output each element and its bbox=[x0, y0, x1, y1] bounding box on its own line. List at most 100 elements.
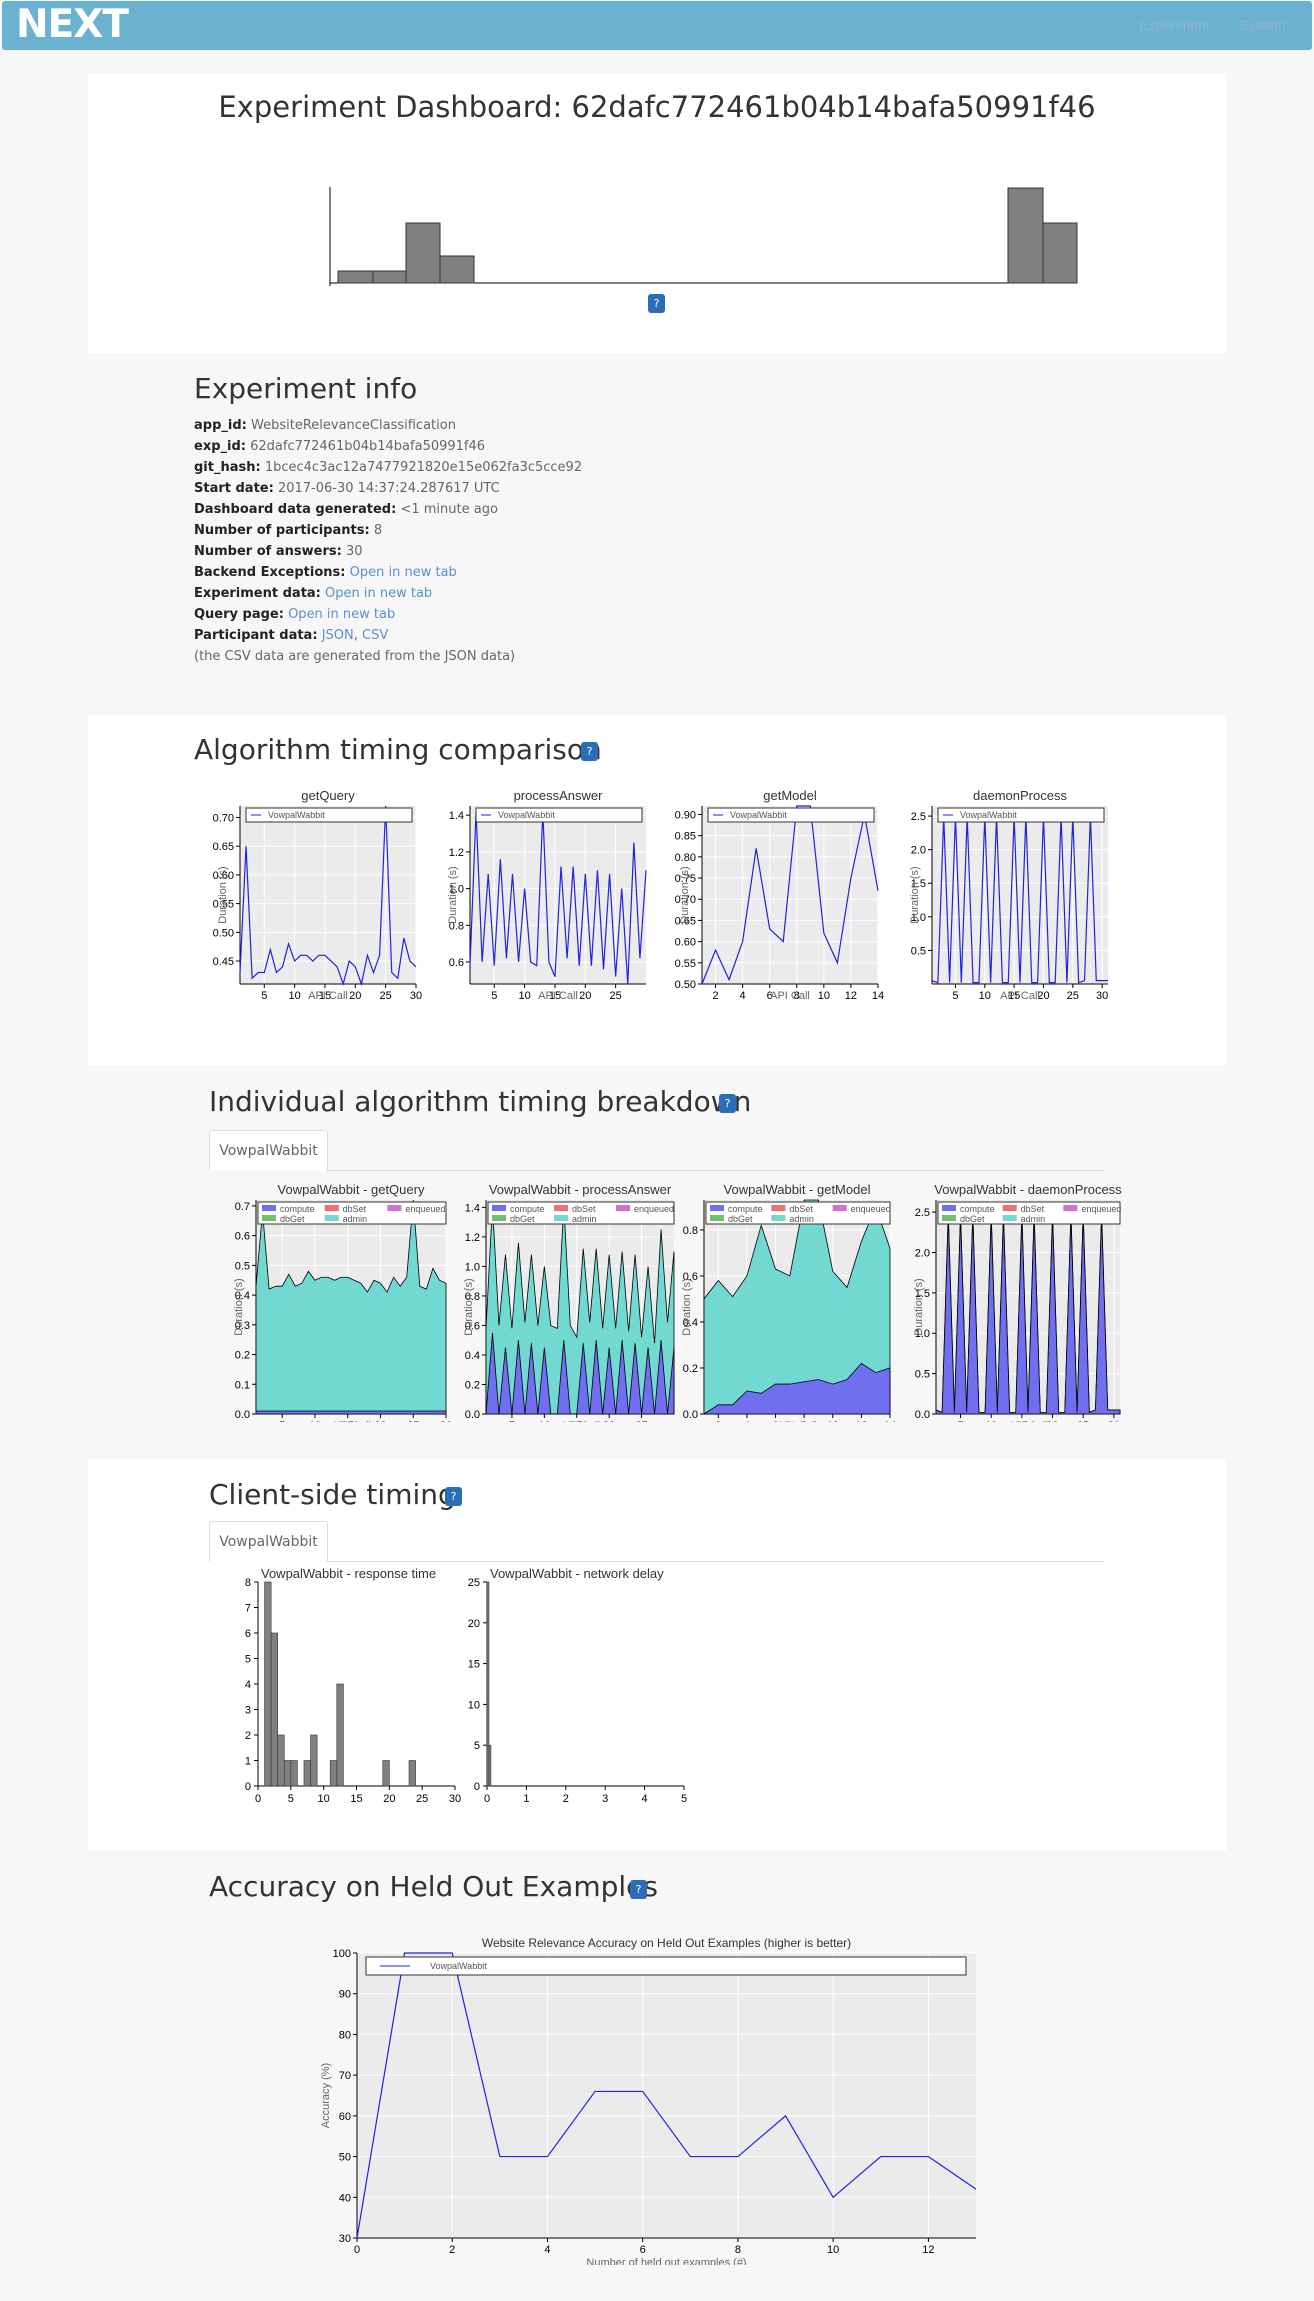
x-tick-label: 20 bbox=[383, 1793, 395, 1805]
x-tick-label: 2 bbox=[563, 1793, 569, 1805]
x-tick-label: 25 bbox=[610, 990, 622, 1002]
x-axis-label: API Call bbox=[308, 990, 348, 1002]
y-tick-label: 0.5 bbox=[235, 1260, 250, 1272]
histogram-bar bbox=[336, 1683, 344, 1787]
x-tick-label: 5 bbox=[288, 1793, 294, 1805]
plot-background bbox=[932, 806, 1108, 984]
info-participant-data: Participant data: JSON, CSV bbox=[194, 628, 389, 643]
x-tick-label: 25 bbox=[1067, 990, 1079, 1002]
y-tick-label: 0.2 bbox=[465, 1379, 480, 1391]
histogram-bar bbox=[486, 1581, 490, 1787]
histogram-bar bbox=[290, 1760, 298, 1787]
x-tick-label: 6 bbox=[772, 1420, 778, 1422]
x-axis-label: API Call bbox=[777, 1420, 817, 1422]
legend-label: enqueued bbox=[634, 1204, 674, 1214]
chart-responseTime: 0 5 10 15 20 25 30 0 1 2 3 4 5 6 7 8 VowpalWabbit - resp… bbox=[245, 1566, 461, 1805]
y-tick-label: 2.5 bbox=[915, 1207, 930, 1219]
query-page-link[interactable]: Open in new tab bbox=[288, 607, 396, 622]
y-tick-label: 0.5 bbox=[911, 945, 926, 957]
y-tick-label: 20 bbox=[468, 1618, 480, 1630]
x-tick-label: 12 bbox=[922, 2244, 934, 2256]
histogram-bar bbox=[488, 1744, 492, 1787]
y-tick-label: 0.2 bbox=[683, 1363, 698, 1375]
legend-label: enqueued bbox=[851, 1204, 891, 1214]
nav-system-link[interactable]: System bbox=[1239, 17, 1286, 33]
participant-csv-link[interactable]: CSV bbox=[362, 628, 389, 643]
breakdown-help-button[interactable]: ? bbox=[719, 1094, 736, 1113]
legend bbox=[937, 807, 1105, 823]
x-tick-label: 25 bbox=[380, 990, 392, 1002]
legend bbox=[365, 1956, 967, 1976]
series-line-vowpalwabbit bbox=[701, 805, 879, 985]
x-tick-label: 12 bbox=[855, 1420, 867, 1422]
legend-swatch bbox=[492, 1205, 506, 1211]
x-tick-label: 25 bbox=[416, 1793, 428, 1805]
legend-label: VowpalWabbit bbox=[430, 1961, 487, 1971]
y-tick-label: 0.6 bbox=[449, 957, 464, 969]
x-tick-label: 15 bbox=[319, 990, 331, 1002]
brand-logo[interactable]: NEXT bbox=[16, 2, 129, 47]
x-tick-label: 4 bbox=[642, 1793, 648, 1805]
legend-swatch bbox=[942, 1205, 956, 1211]
legend-swatch bbox=[1002, 1205, 1017, 1211]
y-tick-label: 2.5 bbox=[911, 811, 926, 823]
x-tick-label: 6 bbox=[767, 990, 773, 1002]
algorithm-timing-help-button[interactable]: ? bbox=[581, 742, 598, 761]
experiment-data-link[interactable]: Open in new tab bbox=[325, 586, 433, 601]
x-axis-label: API Call bbox=[1008, 1420, 1048, 1422]
y-tick-label: 1.5 bbox=[915, 1288, 930, 1300]
dashboard-header-panel: Experiment Dashboard: 62dafc772461b04b14… bbox=[88, 73, 1226, 353]
client-timing-help-button[interactable]: ? bbox=[445, 1487, 462, 1506]
tab-breakdown-vowpalwabbit[interactable]: VowpalWabbit bbox=[209, 1130, 328, 1171]
y-tick-label: 1.0 bbox=[465, 1261, 480, 1273]
legend-label: VowpalWabbit bbox=[498, 810, 555, 820]
plot-background bbox=[470, 806, 646, 984]
legend-swatch bbox=[771, 1215, 786, 1221]
y-tick-label: 2.0 bbox=[911, 845, 926, 857]
x-tick-label: 25 bbox=[635, 1420, 647, 1422]
y-tick-label: 1.0 bbox=[915, 1328, 930, 1340]
y-tick-label: 50 bbox=[339, 2152, 351, 2164]
x-tick-label: 10 bbox=[818, 990, 830, 1002]
x-axis-label: API Call bbox=[331, 1420, 371, 1422]
y-tick-label: 1.5 bbox=[911, 878, 926, 890]
legend-label: VowpalWabbit bbox=[730, 810, 787, 820]
summary-histogram bbox=[329, 187, 1078, 286]
plot-background bbox=[357, 1953, 976, 2238]
exceptions-link[interactable]: Open in new tab bbox=[349, 565, 457, 580]
legend-label: dbGet bbox=[280, 1214, 305, 1224]
x-axis-label: API Call bbox=[770, 990, 810, 1002]
x-tick-label: 10 bbox=[979, 990, 991, 1002]
legend-swatch bbox=[942, 1215, 956, 1221]
legend-label: dbGet bbox=[728, 1214, 753, 1224]
legend-swatch bbox=[771, 1205, 786, 1211]
y-axis-label: Accuracy (%) bbox=[320, 2063, 332, 2128]
nav-experiment-link[interactable]: Experiment bbox=[1139, 17, 1210, 33]
participant-json-link[interactable]: JSON bbox=[321, 628, 354, 643]
legend-label: compute bbox=[728, 1204, 763, 1214]
chart-title: VowpalWabbit - network delay bbox=[490, 1566, 664, 1581]
legend-swatch bbox=[324, 1215, 339, 1221]
tab-client-vowpalwabbit[interactable]: VowpalWabbit bbox=[209, 1521, 328, 1562]
y-tick-label: 0.75 bbox=[675, 873, 696, 885]
legend-label: admin bbox=[343, 1214, 368, 1224]
help-button[interactable]: ? bbox=[648, 294, 665, 313]
info-exp-id: exp_id: 62dafc772461b04b14bafa50991f46 bbox=[194, 439, 486, 454]
x-tick-label: 30 bbox=[1096, 990, 1108, 1002]
y-tick-label: 0.0 bbox=[915, 1409, 930, 1421]
x-tick-label: 10 bbox=[288, 990, 300, 1002]
y-tick-label: 0.0 bbox=[683, 1409, 698, 1421]
legend-swatch bbox=[1002, 1215, 1017, 1221]
y-tick-label: 1.4 bbox=[449, 810, 464, 822]
y-tick-label: 0.4 bbox=[465, 1350, 480, 1362]
legend-label: compute bbox=[280, 1204, 315, 1214]
accuracy-help-button[interactable]: ? bbox=[630, 1880, 647, 1899]
y-tick-label: 40 bbox=[339, 2192, 351, 2204]
algorithm-timing-heading: Algorithm timing comparison bbox=[194, 733, 602, 766]
legend-label: admin bbox=[1021, 1214, 1046, 1224]
x-tick-label: 10 bbox=[985, 1420, 997, 1422]
y-tick-label: 2 bbox=[245, 1730, 251, 1742]
x-tick-label: 4 bbox=[544, 2244, 550, 2256]
y-tick-label: 0.7 bbox=[235, 1201, 250, 1213]
